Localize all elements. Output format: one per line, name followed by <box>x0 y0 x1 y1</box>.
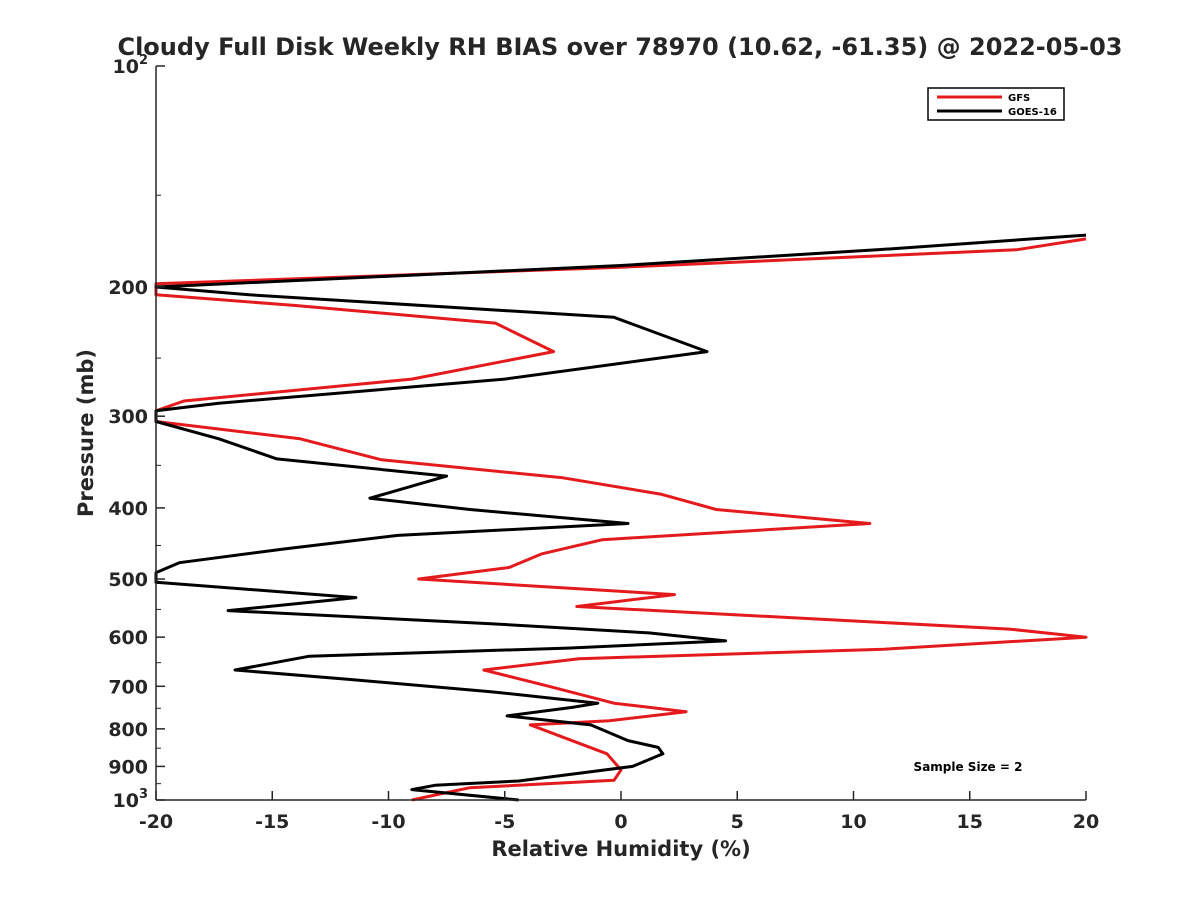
legend: GFS GOES-16 <box>927 87 1065 121</box>
y-tick-label-power: 103 <box>113 787 149 812</box>
x-tick-label: 5 <box>731 811 744 833</box>
series-line-goes-16 <box>154 233 1087 802</box>
x-axis-label: Relative Humidity (%) <box>491 837 750 861</box>
y-tick-label: 900 <box>108 756 148 778</box>
y-tick-label: 800 <box>108 719 148 741</box>
x-tick-label: 20 <box>1073 811 1099 833</box>
legend-box <box>927 87 1065 121</box>
y-tick-label: 700 <box>108 676 148 698</box>
x-ticks: -20 -15 -10 -5 0 5 10 15 20 <box>139 791 1099 833</box>
legend-label-gfs: GFS <box>1008 93 1030 104</box>
y-tick-label: 200 <box>108 277 148 299</box>
y-ticks: 200 300 400 500 600 700 800 900 102 103 <box>108 53 165 812</box>
y-tick-label: 400 <box>108 498 148 520</box>
x-tick-label: -15 <box>255 811 289 833</box>
plot-area <box>154 233 1088 802</box>
x-tick-label: 0 <box>614 811 627 833</box>
y-tick-label: 500 <box>108 569 148 591</box>
chart-title: Cloudy Full Disk Weekly RH BIAS over 789… <box>117 33 1122 61</box>
x-tick-label: -10 <box>371 811 405 833</box>
y-tick-label: 300 <box>108 406 148 428</box>
sample-size-annotation: Sample Size = 2 <box>914 760 1023 774</box>
y-axis-label: Pressure (mb) <box>74 349 98 517</box>
y-tick-label-power: 102 <box>113 53 149 78</box>
x-tick-label: -5 <box>494 811 515 833</box>
x-tick-label: 10 <box>840 811 866 833</box>
x-tick-label: -20 <box>139 811 173 833</box>
x-tick-label: 15 <box>957 811 983 833</box>
y-tick-label: 600 <box>108 627 148 649</box>
legend-label-goes-16: GOES-16 <box>1008 107 1057 118</box>
